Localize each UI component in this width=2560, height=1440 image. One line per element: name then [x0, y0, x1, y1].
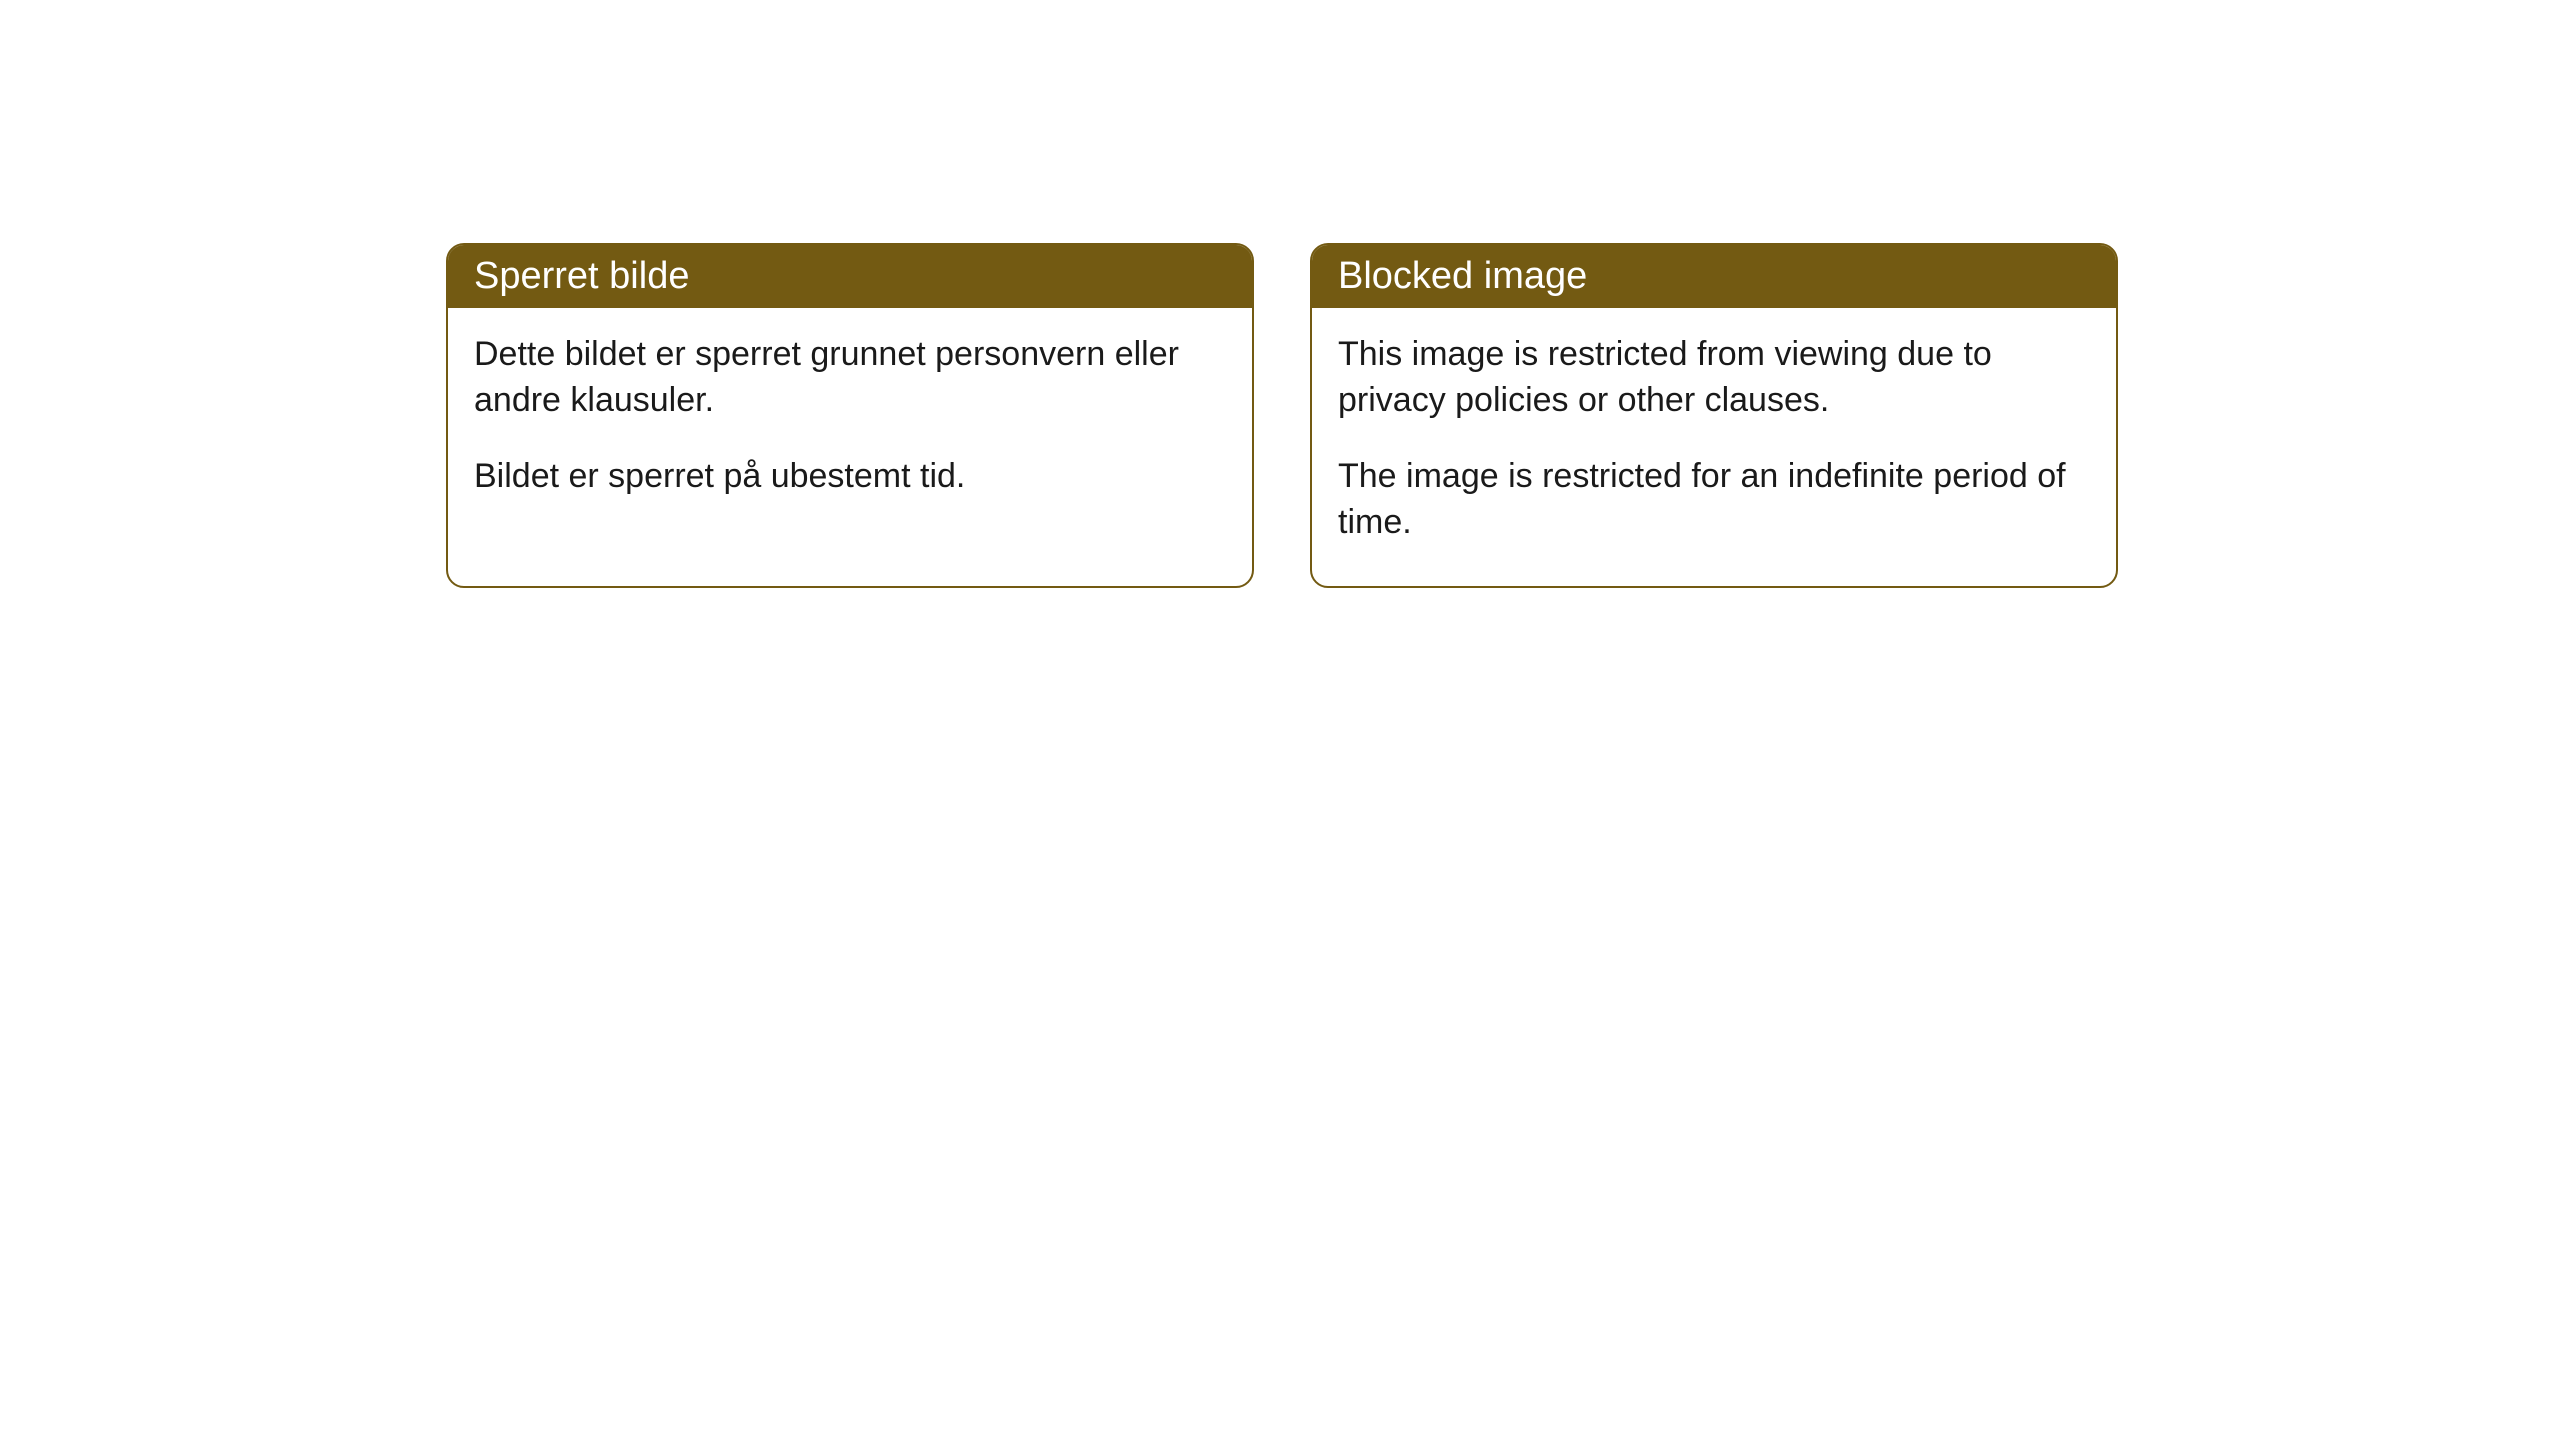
card-body: This image is restricted from viewing du… [1312, 308, 2116, 586]
card-header: Blocked image [1312, 245, 2116, 308]
card-paragraph: This image is restricted from viewing du… [1338, 332, 2090, 424]
card-paragraph: Bildet er sperret på ubestemt tid. [474, 454, 1226, 500]
card-body: Dette bildet er sperret grunnet personve… [448, 308, 1252, 540]
card-header: Sperret bilde [448, 245, 1252, 308]
cards-container: Sperret bilde Dette bildet er sperret gr… [446, 243, 2118, 588]
notice-card-english: Blocked image This image is restricted f… [1310, 243, 2118, 588]
card-paragraph: The image is restricted for an indefinit… [1338, 454, 2090, 546]
card-paragraph: Dette bildet er sperret grunnet personve… [474, 332, 1226, 424]
notice-card-norwegian: Sperret bilde Dette bildet er sperret gr… [446, 243, 1254, 588]
